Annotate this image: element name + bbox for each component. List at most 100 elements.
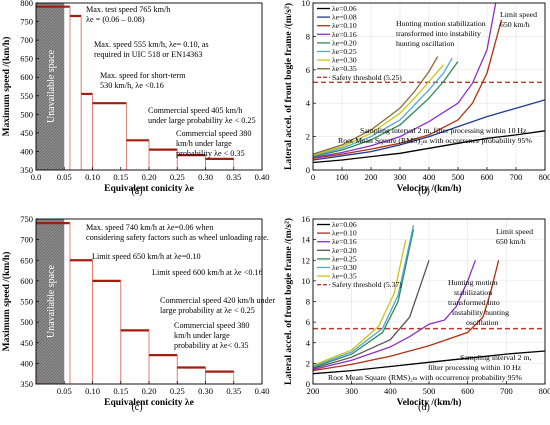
legend-label: λe=0.30 <box>332 56 357 65</box>
x-tick-label: 0.15 <box>113 172 128 182</box>
y-tick-label: 0 <box>306 165 310 175</box>
annotation-text: Max. speed for short-term <box>100 71 186 80</box>
legend-label: λe=0.20 <box>332 246 357 255</box>
y-tick-label: 550 <box>20 297 33 307</box>
annotation-text: under large probability λe < 0.25 <box>148 116 256 125</box>
y-tick-label: 2 <box>306 358 310 368</box>
x-tick-label: 300 <box>394 172 407 182</box>
series-line <box>312 64 444 156</box>
unavailable-region-label: Unavailable space <box>46 49 57 123</box>
series-line <box>312 260 477 371</box>
y-tick-label: 650 <box>20 255 33 265</box>
x-tick-label: 0.10 <box>85 172 100 182</box>
x-tick-label: 400 <box>384 386 397 396</box>
step-bar <box>148 354 178 385</box>
y-tick-label: 8 <box>306 31 310 41</box>
legend-label: λe=0.20 <box>332 38 357 47</box>
legend-label: λe=0.35 <box>332 272 357 281</box>
x-tick-label: 400 <box>423 172 436 182</box>
series-line <box>312 225 415 368</box>
x-tick-label: 0.05 <box>57 386 72 396</box>
x-tick-label: 0.05 <box>57 172 72 182</box>
x-tick-label: 600 <box>461 386 474 396</box>
legend-label: λe=0.16 <box>332 237 357 246</box>
x-tick-label: 600 <box>481 172 494 182</box>
panel-caption: (a) <box>131 186 142 197</box>
annotation-text: km/h under large <box>176 139 232 148</box>
series-line <box>312 19 503 159</box>
y-tick-label: 500 <box>20 109 33 119</box>
y-tick-label: 700 <box>20 35 33 45</box>
annotation-text: 650 km/h <box>500 20 530 29</box>
y-tick-label: 500 <box>20 317 33 327</box>
step-bar <box>205 371 235 385</box>
x-tick-label: 0.30 <box>198 172 213 182</box>
x-tick-label: 700 <box>500 386 513 396</box>
x-tick-label: 0.25 <box>170 386 185 396</box>
x-tick-label: 0.30 <box>198 386 213 396</box>
series-line <box>312 260 430 370</box>
x-axis-label: Equivalent conicity λe <box>104 398 194 408</box>
step-bar <box>176 367 206 385</box>
annotation-text: 650 km/h <box>496 237 526 246</box>
annotation-text: Commercial speed 405 km/h <box>148 106 242 115</box>
y-tick-label: 750 <box>20 214 33 224</box>
unavailable-region-label: Unavailable space <box>46 264 57 338</box>
y-tick-label: 10 <box>302 0 311 8</box>
annotation-text: Commercial speed 380 <box>174 321 250 330</box>
y-tick-label: 650 <box>20 54 33 64</box>
series-line <box>312 350 546 375</box>
annotation-text: Limit speed <box>496 227 533 236</box>
step-bar <box>92 102 127 171</box>
y-tick-label: 450 <box>20 338 33 348</box>
y-tick-label: 6 <box>306 317 310 327</box>
annotation-text: large probability at λe < 0.25 <box>160 306 255 315</box>
y-tick-label: 800 <box>20 0 33 8</box>
legend-label: λe=0.06 <box>332 220 357 229</box>
x-axis-label: Equivalent conicity λe <box>104 184 194 194</box>
y-tick-label: 350 <box>20 379 33 389</box>
y-tick-label: 6 <box>306 65 310 75</box>
annotation-text: Hunting motion <box>448 278 498 287</box>
annotation-text: Sampling interval 2 m, filter processing… <box>360 126 527 135</box>
x-tick-label: 800 <box>539 386 550 396</box>
y-tick-label: 350 <box>20 165 33 175</box>
x-tick-label: 700 <box>510 172 523 182</box>
unavailable-region <box>36 3 65 170</box>
x-tick-label: 300 <box>345 386 358 396</box>
legend-label: λe=0.25 <box>332 254 357 263</box>
step-bar <box>69 15 82 171</box>
legend-label: λe=0.10 <box>332 229 357 238</box>
annotation-text: probability λe < 0.35 <box>176 149 245 158</box>
annotation-text: Limit speed <box>500 10 537 19</box>
y-tick-label: 2 <box>306 132 310 142</box>
legend-label: λe=0.08 <box>332 13 357 22</box>
x-tick-label: 0.0 <box>31 172 42 182</box>
y-axis-label: Lateral accel. of front bogie frame /(m/… <box>283 3 294 170</box>
x-tick-label: 800 <box>539 172 550 182</box>
series-line <box>312 260 500 372</box>
annotation-text: km/h under large <box>174 331 230 340</box>
annotation-text: filter processing within 10 Hz <box>428 363 522 372</box>
step-bar <box>69 259 93 385</box>
y-tick-label: 0 <box>306 379 310 389</box>
annotation-text: probability at λe< 0.35 <box>174 341 249 350</box>
y-tick-label: 16 <box>302 214 311 224</box>
annotation-text: 530 km/h, λe <0.16 <box>100 81 164 90</box>
annotation-text: Max. speed 555 km/h, λe= 0.10, as <box>94 40 209 49</box>
step-bar <box>205 158 235 171</box>
annotation-text: considering safety factors such as wheel… <box>86 233 269 242</box>
annotation-text: required in UIC 518 or EN14363 <box>94 50 202 59</box>
unavailable-region <box>36 219 65 384</box>
legend-label: λe=0.06 <box>332 4 357 13</box>
y-tick-label: 12 <box>302 255 311 265</box>
step-bar <box>120 329 150 385</box>
y-tick-label: 4 <box>306 338 311 348</box>
annotation-text: Root Mean Square (RMS)₂ₘ with occurrence… <box>328 373 522 382</box>
y-tick-label: 14 <box>302 235 311 245</box>
y-tick-label: 450 <box>20 128 33 138</box>
series-line <box>312 2 497 159</box>
annotation-text: hunting oscillation <box>396 39 454 48</box>
annotation-text: Hunting motion stabilization <box>396 19 486 28</box>
